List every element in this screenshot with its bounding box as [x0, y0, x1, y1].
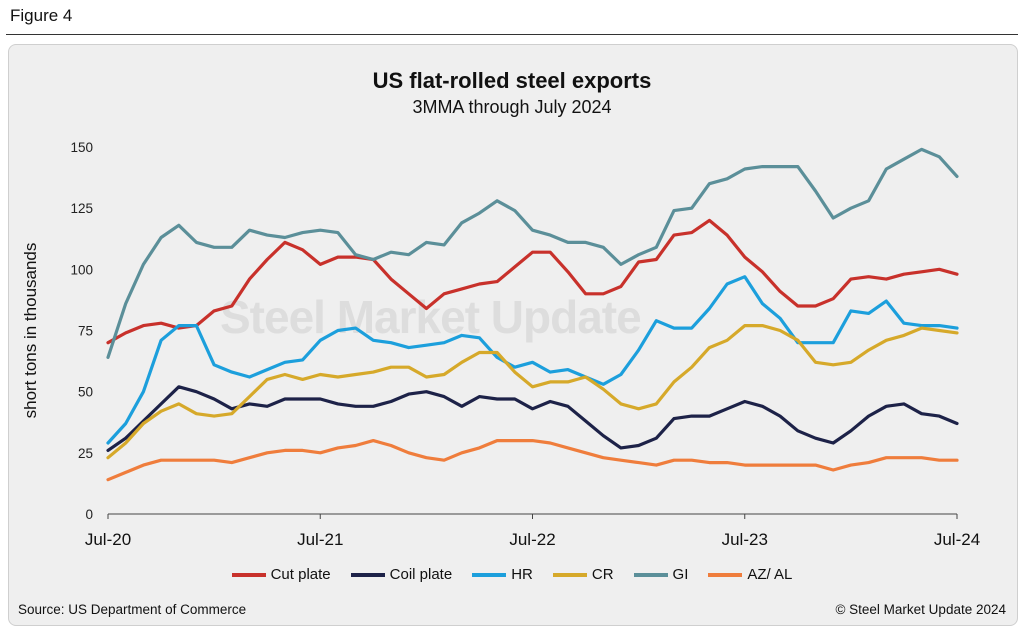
legend-item-cut-plate: Cut plate	[231, 566, 331, 583]
source-note: Source: US Department of Commerce	[18, 602, 247, 617]
series-line-gi	[106, 147, 959, 359]
legend: Cut plate Coil plate HR CR GI AZ/ AL	[0, 566, 1024, 583]
chart-subtitle: 3MMA through July 2024	[412, 97, 612, 117]
y-tick-label: 75	[78, 324, 93, 339]
series-line-az-al	[106, 439, 959, 482]
figure-label: Figure 4	[10, 6, 73, 25]
x-tick-label: Jul-24	[934, 530, 980, 549]
legend-swatch-cr	[552, 572, 587, 577]
top-divider	[6, 34, 1018, 35]
x-tick-label: Jul-20	[85, 530, 131, 549]
series-line-cr	[106, 324, 959, 460]
legend-label-cut-plate: Cut plate	[270, 566, 331, 583]
watermark-logo: Steel Market Update	[220, 291, 642, 343]
legend-swatch-gi	[633, 572, 668, 577]
y-tick-label: 100	[70, 262, 93, 277]
legend-swatch-coil-plate	[350, 572, 385, 577]
x-tick-label: Jul-22	[509, 530, 555, 549]
legend-item-coil-plate: Coil plate	[350, 566, 453, 583]
legend-swatch-cut-plate	[231, 572, 266, 577]
copyright-note: © Steel Market Update 2024	[835, 602, 1006, 617]
y-tick-label: 0	[85, 507, 93, 522]
x-tick-label: Jul-21	[297, 530, 343, 549]
legend-label-cr: CR	[591, 566, 614, 583]
legend-item-hr: HR	[472, 566, 533, 583]
series-line-cut-plate	[106, 218, 959, 345]
legend-label-hr: HR	[511, 566, 533, 583]
legend-item-az-al: AZ/ AL	[708, 566, 792, 583]
chart-panel	[8, 44, 1018, 626]
legend-item-gi: GI	[633, 566, 689, 583]
series-line-hr	[106, 275, 959, 445]
y-tick-label: 25	[78, 446, 93, 461]
legend-swatch-hr	[472, 572, 507, 577]
y-axis-label: short tons in thousands	[21, 243, 40, 419]
legend-item-cr: CR	[552, 566, 614, 583]
chart-title: US flat-rolled steel exports	[372, 68, 652, 93]
x-tick-label: Jul-23	[722, 530, 768, 549]
legend-label-gi: GI	[672, 566, 689, 583]
legend-swatch-az-al	[708, 572, 743, 577]
y-tick-label: 125	[70, 201, 93, 216]
series-line-coil-plate	[106, 385, 959, 452]
y-tick-label: 150	[70, 140, 93, 155]
legend-label-az-al: AZ/ AL	[747, 566, 793, 583]
legend-label-coil-plate: Coil plate	[389, 566, 453, 583]
y-tick-label: 50	[78, 385, 93, 400]
